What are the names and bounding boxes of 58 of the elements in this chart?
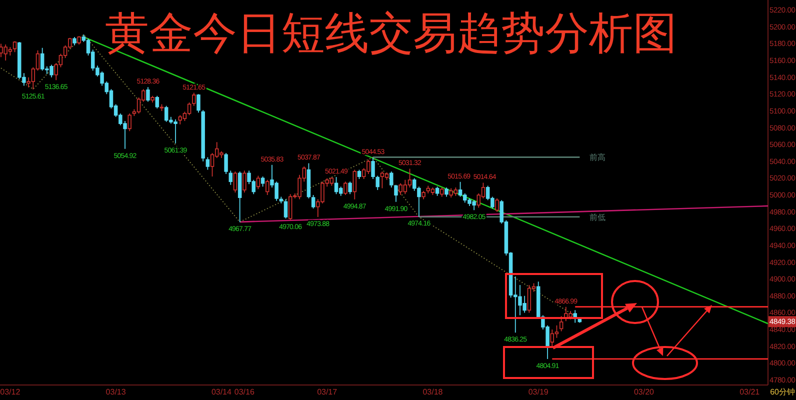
candlestick [206, 156, 210, 170]
candlestick [440, 187, 444, 198]
candlestick [376, 175, 380, 190]
candlestick [77, 36, 81, 45]
candlestick [550, 329, 554, 348]
x-tick-label: 03/16 [234, 388, 255, 396]
candlestick [155, 95, 160, 109]
x-tick-label: 03/17 [317, 388, 338, 396]
candlestick [196, 94, 200, 114]
candlestick [284, 198, 288, 220]
candlestick [238, 171, 242, 223]
candlestick [128, 113, 132, 132]
candlestick [266, 179, 270, 196]
candlestick [146, 86, 150, 102]
series-label: 前高 [590, 153, 606, 162]
candlestick [348, 181, 352, 195]
candlestick [279, 196, 284, 204]
candlestick [559, 316, 564, 332]
candlestick [394, 184, 398, 202]
x-tick-label: 03/14 [211, 388, 232, 396]
candlestick [352, 169, 357, 200]
candlestick [334, 176, 338, 195]
x-tick-label: 03/18 [422, 388, 444, 396]
candlestick [306, 162, 311, 199]
candlestick [150, 95, 154, 104]
candlestick [344, 181, 348, 196]
x-tick-label: 03/12 [0, 388, 21, 396]
candlestick [201, 110, 205, 162]
series-label: 前低 [590, 212, 606, 222]
candlestick [72, 36, 76, 46]
x-tick-label: 03/21 [740, 388, 760, 396]
candlestick [444, 187, 448, 198]
x-tick-label: 03/19 [528, 388, 549, 396]
x-tick-label: 03/13 [106, 388, 126, 396]
candlestick [371, 157, 375, 180]
candlestick [224, 152, 228, 174]
chart-title: 黄金今日短线交易趋势分析图 [105, 8, 677, 59]
candlestick [12, 40, 17, 53]
candlestick [260, 176, 265, 188]
candlestick [233, 171, 238, 193]
candlestick [422, 190, 426, 200]
candlestick [426, 185, 430, 194]
candlestick [228, 170, 233, 186]
candlestick [380, 171, 384, 189]
candlestick [430, 187, 435, 196]
candlestick [527, 284, 532, 314]
candlestick [578, 318, 582, 324]
text: 60分钟 [770, 388, 795, 396]
candlestick [311, 194, 316, 209]
candlestick [160, 104, 164, 112]
candlestick [242, 170, 246, 193]
x-tick-label: 03/20 [634, 388, 655, 396]
candlestick [435, 186, 440, 196]
candlestick [192, 92, 196, 106]
candlestick [495, 198, 499, 212]
candlestick [390, 171, 394, 188]
candlestick [357, 169, 362, 180]
candlestick [256, 175, 260, 190]
